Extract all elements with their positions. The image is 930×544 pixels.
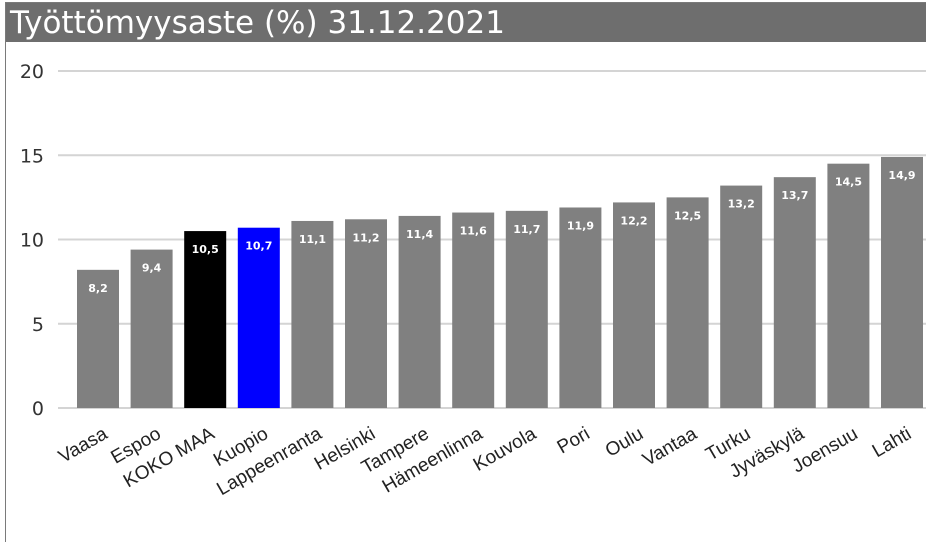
bar: [184, 231, 227, 408]
data-label: 13,7: [781, 189, 808, 202]
x-axis-label: Vantaa: [639, 423, 701, 471]
y-axis-ticks: 0 5 10 15 20: [20, 61, 44, 420]
x-axis-label: Vaasa: [55, 423, 111, 468]
y-tick-label: 20: [20, 61, 44, 83]
data-label: 11,6: [460, 225, 487, 238]
bar: [291, 220, 334, 408]
data-label: 11,4: [406, 228, 433, 241]
bars: [77, 156, 923, 408]
data-label: 14,5: [835, 176, 862, 189]
bar: [666, 197, 709, 408]
chart-title: Työttömyysaste (%) 31.12.2021: [10, 5, 505, 41]
data-label: 11,9: [567, 219, 594, 232]
data-label: 8,2: [88, 282, 108, 295]
bar: [77, 269, 119, 408]
data-label: 12,2: [620, 214, 647, 227]
data-label: 12,5: [674, 209, 701, 222]
y-tick-label: 5: [32, 314, 44, 336]
data-label: 11,1: [299, 233, 326, 246]
y-tick-label: 0: [32, 398, 44, 420]
bar: [559, 207, 602, 408]
data-label: 9,4: [142, 262, 162, 275]
bar: [237, 227, 280, 408]
data-label: 13,2: [728, 198, 755, 211]
x-axis-label: Kouvola: [470, 423, 540, 476]
bar: [505, 210, 548, 408]
data-label: 10,5: [192, 243, 219, 256]
data-label: 11,7: [513, 223, 540, 236]
bar: [398, 215, 441, 408]
data-label: 14,9: [888, 169, 915, 182]
x-axis-label: Pori: [554, 423, 594, 458]
bar: [773, 177, 816, 408]
x-axis-label: Lahti: [869, 423, 915, 462]
bar: [720, 185, 763, 408]
y-tick-label: 10: [20, 230, 44, 252]
data-label: 11,2: [352, 231, 379, 244]
data-labels: 8,2 9,4 10,5 10,7 11,1 11,2 11,4 11,6 11,7 11,9 12…: [88, 169, 915, 295]
bar: [881, 156, 923, 408]
y-tick-label: 15: [20, 145, 44, 167]
bar: [130, 249, 173, 408]
bar: [827, 163, 870, 408]
data-label: 10,7: [245, 240, 272, 253]
bar: [452, 212, 495, 408]
bar: [613, 202, 655, 408]
title-bar: Työttömyysaste (%) 31.12.2021: [6, 3, 926, 42]
bar: [345, 219, 387, 408]
